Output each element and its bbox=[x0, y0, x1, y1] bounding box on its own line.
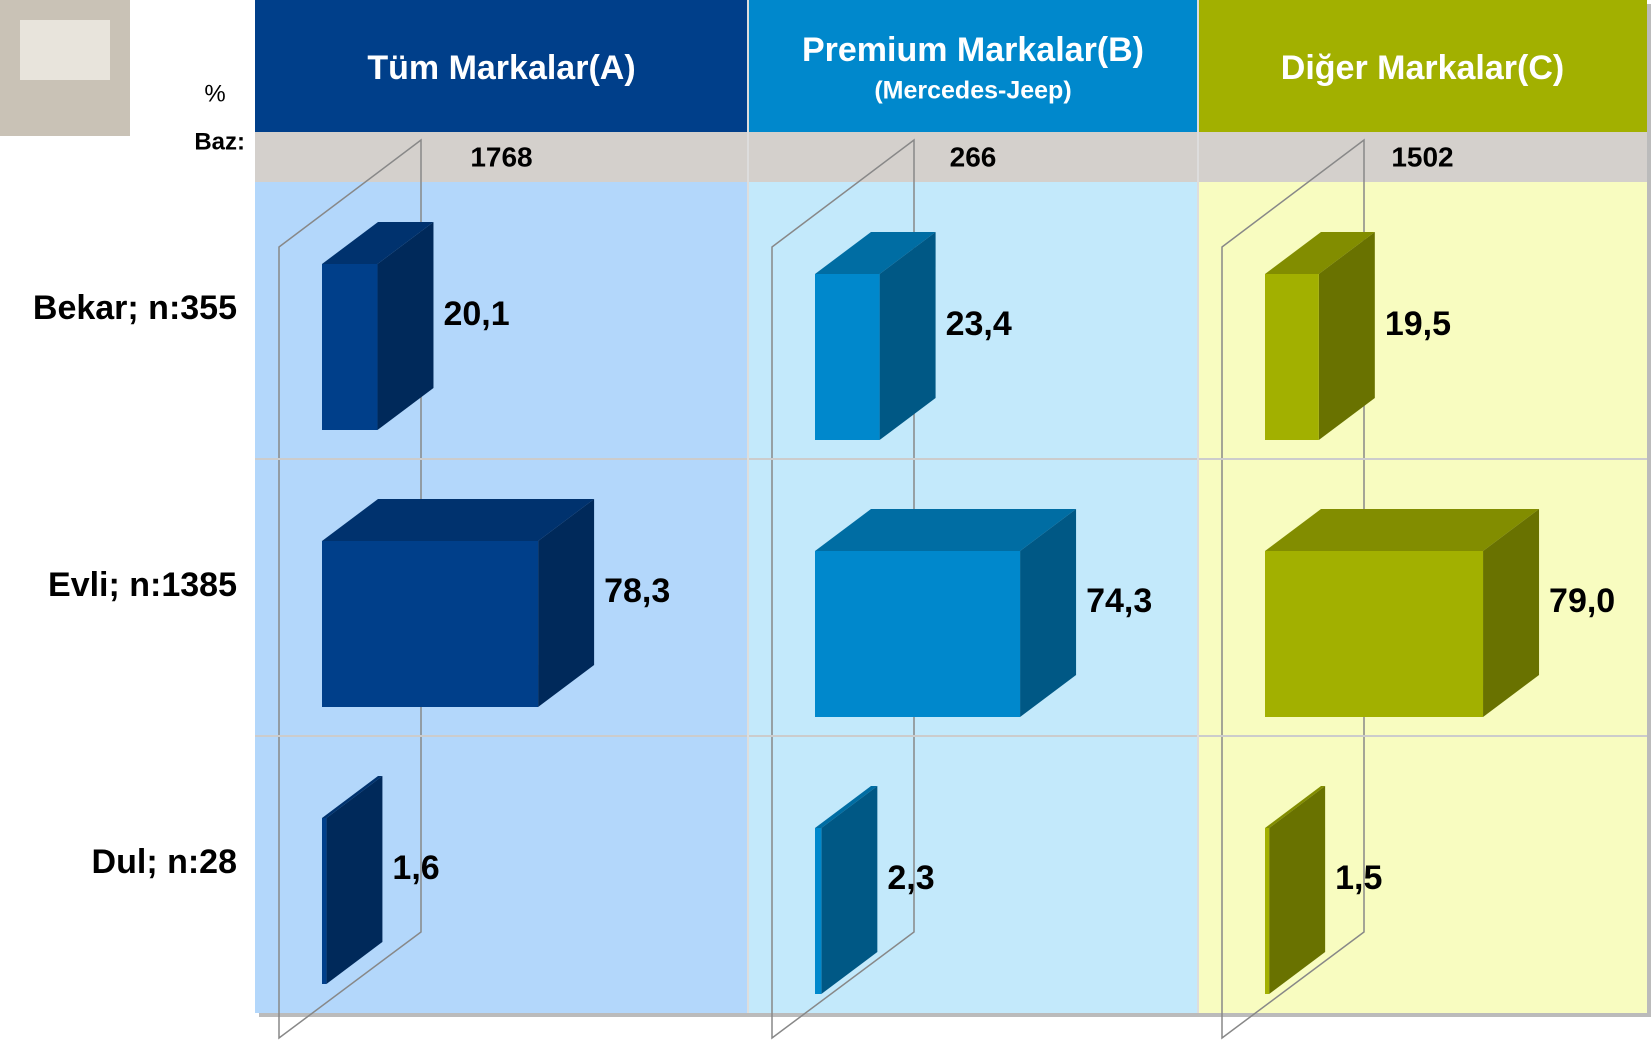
photo-sofa bbox=[20, 20, 110, 80]
header-cell bbox=[255, 0, 748, 132]
bar-top bbox=[1265, 786, 1326, 828]
base-value: 266 bbox=[950, 141, 997, 172]
header-cell bbox=[1198, 0, 1647, 132]
value-label: 1,6 bbox=[392, 849, 439, 887]
bar-side bbox=[538, 499, 595, 707]
header-title: Premium Markalar(B) bbox=[802, 31, 1144, 69]
bar bbox=[1265, 828, 1270, 994]
bar-side bbox=[821, 786, 878, 994]
header-subtitle: (Mercedes-Jeep) bbox=[874, 77, 1071, 105]
bar-side bbox=[1020, 509, 1077, 717]
bar-top bbox=[322, 499, 595, 541]
bar-side bbox=[1483, 509, 1540, 717]
value-label: 79,0 bbox=[1549, 582, 1615, 620]
bar-side bbox=[879, 232, 936, 440]
bar bbox=[815, 551, 1021, 717]
bar-top bbox=[322, 222, 434, 264]
base-value: 1502 bbox=[1391, 141, 1453, 172]
header-cell bbox=[748, 0, 1198, 132]
value-label: 19,5 bbox=[1385, 305, 1451, 343]
header-title: Diğer Markalar(C) bbox=[1281, 49, 1564, 87]
bar bbox=[815, 274, 880, 440]
bar-side bbox=[326, 776, 383, 984]
depth-plane bbox=[278, 138, 422, 1040]
bar bbox=[322, 541, 539, 707]
bar-side bbox=[1318, 232, 1375, 440]
value-label: 2,3 bbox=[887, 859, 934, 897]
percent-label: % bbox=[204, 80, 225, 107]
header-title: Tüm Markalar(A) bbox=[367, 49, 635, 87]
category-label: Bekar; n:355 bbox=[33, 289, 237, 327]
value-label: 23,4 bbox=[946, 305, 1012, 343]
depth-plane bbox=[771, 138, 915, 1040]
bar-top bbox=[815, 232, 936, 274]
bar-top bbox=[815, 509, 1077, 551]
depth-plane bbox=[1221, 138, 1365, 1040]
bar-side bbox=[377, 222, 434, 430]
value-label: 74,3 bbox=[1086, 582, 1152, 620]
bar bbox=[815, 828, 822, 994]
base-cell bbox=[255, 132, 748, 182]
base-cell bbox=[748, 132, 1198, 182]
bar-top bbox=[322, 776, 383, 818]
value-label: 20,1 bbox=[443, 295, 509, 333]
bar bbox=[322, 264, 378, 430]
bar bbox=[1265, 274, 1319, 440]
category-label: Dul; n:28 bbox=[92, 843, 237, 881]
base-value: 1768 bbox=[470, 141, 532, 172]
bar bbox=[1265, 551, 1484, 717]
bar-top bbox=[815, 786, 878, 828]
value-label: 78,3 bbox=[604, 572, 670, 610]
value-label: 1,5 bbox=[1335, 859, 1382, 897]
bar bbox=[322, 818, 327, 984]
bar-side bbox=[1269, 786, 1326, 994]
category-label: Evli; n:1385 bbox=[48, 566, 237, 604]
bar-top bbox=[1265, 232, 1375, 274]
base-label: Baz: bbox=[194, 128, 245, 155]
bar-top bbox=[1265, 509, 1540, 551]
base-cell bbox=[1198, 132, 1647, 182]
